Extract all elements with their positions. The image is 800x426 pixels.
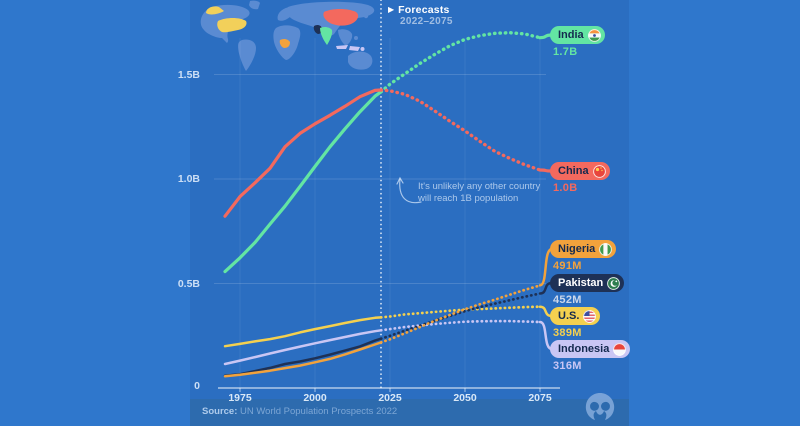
map-region-south-america xyxy=(238,39,256,71)
source-text: Source: UN World Population Prospects 20… xyxy=(202,406,398,417)
callout-pill-cl-pakistan: Pakistan xyxy=(550,274,625,292)
population-line-cl-china-forecast xyxy=(379,88,542,172)
callout-pill-cl-indonesia: Indonesia xyxy=(550,340,631,358)
callout-pill-cl-china: China xyxy=(550,162,610,180)
y-tick-label-0_5B: 0.5B xyxy=(177,277,200,290)
annotation-arrow-icon xyxy=(396,176,422,204)
callout-value-cl-indonesia: 316M xyxy=(553,360,582,372)
callout-country-name: Nigeria xyxy=(558,243,596,255)
population-line-cl-india-forecast xyxy=(379,30,542,94)
callout-pill-cl-us: U.S. xyxy=(550,307,601,325)
y-tick-label-1_0B: 1.0B xyxy=(177,173,200,185)
population-line-cl-pakistan-forecast xyxy=(379,292,542,341)
map-region-greenland xyxy=(249,0,260,10)
callout-value-cl-pakistan: 452M xyxy=(553,294,582,306)
x-tick-label-2075: 2075 xyxy=(528,392,552,404)
x-tick-label-2025: 2025 xyxy=(378,392,402,404)
callout-country-name: China xyxy=(558,165,589,177)
map-region-china xyxy=(323,9,359,26)
china-flag-icon xyxy=(592,164,606,178)
callout-country-name: India xyxy=(558,29,584,41)
x-tick-label-1975: 1975 xyxy=(228,392,252,404)
map-region-australia xyxy=(348,51,373,70)
population-line-cl-india xyxy=(223,90,383,274)
nigeria-flag-icon xyxy=(599,242,613,256)
indonesia-flag-icon xyxy=(613,342,627,356)
map-region-papua xyxy=(360,47,365,51)
us-flag-icon xyxy=(583,309,597,323)
map-region-pakistan xyxy=(313,24,323,34)
x-tick-label-2050: 2050 xyxy=(453,392,477,404)
annotation-text: It's unlikely any other country will rea… xyxy=(418,181,541,205)
map-region-india xyxy=(320,26,333,45)
y-tick-label-0: 0 xyxy=(194,380,200,392)
map-region-indonesia-east xyxy=(349,46,360,51)
map-region-indonesia xyxy=(336,45,348,49)
india-flag-icon xyxy=(587,28,601,42)
callout-pill-cl-india: India xyxy=(550,26,605,44)
callout-value-cl-us: 389M xyxy=(553,327,582,339)
callout-country-name: Pakistan xyxy=(558,277,604,289)
callout-value-cl-nigeria: 491M xyxy=(553,260,582,272)
callout-country-name: Indonesia xyxy=(558,343,610,355)
population-line-cl-indonesia xyxy=(223,329,383,366)
population-line-cl-nigeria-forecast xyxy=(379,284,542,344)
map-region-alaska xyxy=(206,6,224,15)
y-tick-label-1_5B: 1.5B xyxy=(177,68,200,81)
callout-pill-cl-nigeria: Nigeria xyxy=(550,240,617,258)
population-line-cl-nigeria xyxy=(223,341,383,378)
visual-capitalist-logo-icon xyxy=(585,393,615,420)
population-line-cl-us-forecast xyxy=(379,305,542,319)
forecast-range: 2022–2075 xyxy=(400,16,453,28)
forecast-title: Forecasts xyxy=(398,4,450,16)
map-region-southeast-asia xyxy=(338,29,353,46)
population-line-cl-pakistan xyxy=(223,337,383,377)
map-region-philippines xyxy=(354,36,358,40)
x-tick-label-2000: 2000 xyxy=(303,392,327,404)
world-map xyxy=(200,0,375,71)
callout-value-cl-india: 1.7B xyxy=(553,46,578,58)
forecast-marker-icon: ▶ xyxy=(388,5,395,15)
pakistan-flag-icon xyxy=(607,276,621,290)
callout-value-cl-china: 1.0B xyxy=(553,182,578,194)
callout-country-name: U.S. xyxy=(558,310,580,322)
population-line-cl-indonesia-forecast xyxy=(379,319,542,332)
map-region-nigeria xyxy=(279,38,290,48)
map-region-united-states xyxy=(217,18,247,33)
map-region-japan xyxy=(363,13,369,19)
population-line-cl-china xyxy=(223,88,383,218)
footer-bar xyxy=(190,399,629,426)
forecast-header: ▶ Forecasts 2022–2075 xyxy=(388,4,453,28)
population-line-cl-us xyxy=(223,316,383,348)
